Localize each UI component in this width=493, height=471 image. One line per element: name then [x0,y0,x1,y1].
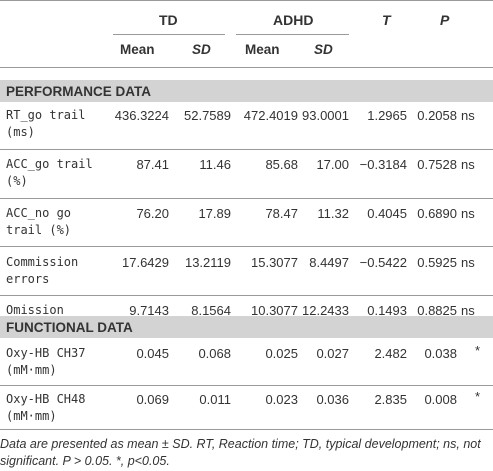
row-label-line2: trail (%) [6,223,72,237]
subheader-adhd-mean: Mean [245,42,280,57]
adhd-group-rule [236,34,349,35]
adhd-mean-cell: 78.47 [265,206,298,221]
t-value-cell: 2.835 [374,392,407,407]
significance-cell: ns [461,206,475,221]
significance-cell: ns [461,255,475,270]
section-title: FUNCTIONAL DATA [6,320,133,335]
row-divider [0,198,493,199]
row-divider [0,246,493,247]
t-value-cell: 1.2965 [367,108,407,123]
section-title: PERFORMANCE DATA [6,84,151,99]
t-value-cell: −0.5422 [359,255,407,270]
p-value-cell: 0.5925 [417,255,457,270]
td-sd-cell: 52.7589 [184,108,231,123]
td-mean-cell: 87.41 [136,157,169,172]
subheader-td-mean: Mean [120,42,155,57]
subheader-adhd-sd: SD [314,42,333,57]
header-rule [0,67,493,68]
row-label-line1: Oxy-HB CH48 [6,392,86,406]
adhd-sd-cell: 11.32 [317,206,349,221]
row-label-line1: RT_go trail [6,108,86,122]
footnote-line-2: significant. P > 0.05. *, p<0.05. [0,454,170,468]
section-header-performance: PERFORMANCE DATA [0,80,493,102]
stat-header-t: T [382,12,391,28]
td-mean-cell: 76.20 [136,206,169,221]
subheader-td-sd: SD [192,42,211,57]
td-mean-cell: 0.069 [136,392,169,407]
td-sd-cell: 13.2119 [184,255,231,270]
t-value-cell: −0.3184 [359,157,407,172]
row-label-line1: Omission [6,303,64,317]
row-label-line1: Commission [6,255,79,269]
adhd-sd-cell: 0.036 [316,392,349,407]
t-value-cell: 0.1493 [367,303,407,318]
td-sd-cell: 11.46 [199,157,231,172]
group-header-td: TD [159,12,178,28]
adhd-sd-cell: 12.2433 [302,303,349,318]
p-value-cell: 0.008 [424,392,457,407]
adhd-mean-cell: 0.023 [265,392,298,407]
row-label-line2: (%) [6,174,28,188]
p-value-cell: 0.038 [424,346,457,361]
stat-header-p: P [440,12,450,28]
adhd-mean-cell: 10.3077 [251,303,298,318]
adhd-sd-cell: 17.00 [316,157,349,172]
significance-cell: * [475,389,481,404]
row-label-line1: Oxy-HB CH37 [6,346,86,360]
td-mean-cell: 17.6429 [122,255,169,270]
td-sd-cell: 17.89 [198,206,231,221]
t-value-cell: 0.4045 [367,206,407,221]
p-value-cell: 0.2058 [417,108,457,123]
group-header-adhd: ADHD [273,12,314,28]
td-mean-cell: 9.7143 [129,303,169,318]
significance-cell: ns [461,108,475,123]
adhd-sd-cell: 8.4497 [309,255,349,270]
td-group-rule [113,34,225,35]
p-value-cell: 0.6890 [417,206,457,221]
td-mean-cell: 0.045 [136,346,169,361]
row-label-line2: errors [6,272,50,286]
adhd-mean-cell: 0.025 [265,346,298,361]
adhd-mean-cell: 15.3077 [251,255,298,270]
row-divider [0,295,493,296]
footnote-line-1: Data are presented as mean ± SD. RT, Rea… [0,437,481,451]
significance-cell: ns [461,157,475,172]
row-label-line1: ACC_no go [6,206,72,220]
t-value-cell: 2.482 [374,346,407,361]
td-mean-cell: 436.3224 [114,108,169,123]
section-header-functional: FUNCTIONAL DATA [0,316,493,338]
row-label-line2: (mM·mm) [6,409,57,423]
adhd-mean-cell: 472.4019 [243,108,298,123]
row-divider [0,149,493,150]
top-rule [0,0,493,1]
significance-cell: ns [461,303,475,318]
significance-cell: * [475,343,481,358]
td-sd-cell: 0.068 [198,346,231,361]
adhd-sd-cell: 93.0001 [302,108,349,123]
row-label-line1: ACC_go trail [6,157,93,171]
adhd-sd-cell: 0.027 [316,346,349,361]
td-sd-cell: 0.011 [199,392,231,407]
row-divider [0,385,493,386]
row-label-line2: (ms) [6,125,35,139]
row-label-line2: (mM·mm) [6,363,57,377]
bottom-rule [0,429,493,430]
p-value-cell: 0.7528 [417,157,457,172]
adhd-mean-cell: 85.68 [265,157,298,172]
p-value-cell: 0.8825 [417,303,457,318]
td-sd-cell: 8.1564 [191,303,231,318]
